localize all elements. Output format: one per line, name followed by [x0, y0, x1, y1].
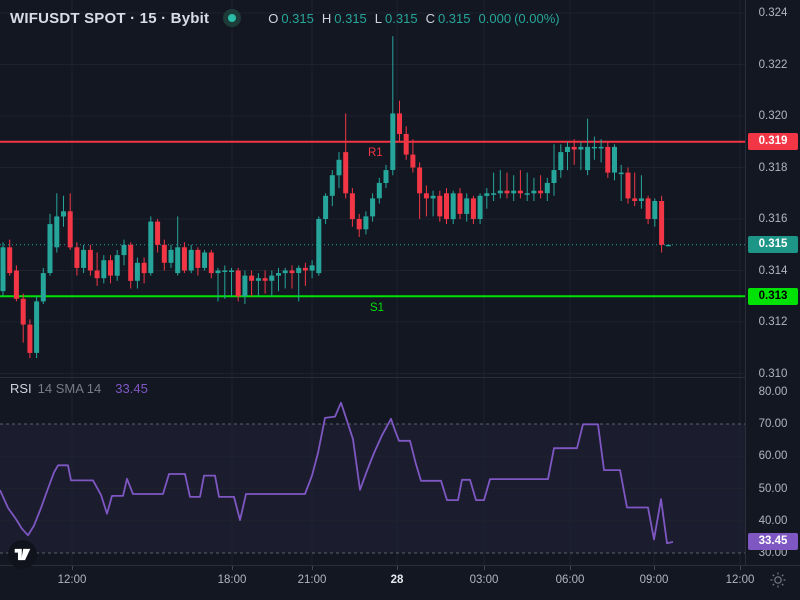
high-label: H [321, 10, 332, 26]
change-percent: (0.00%) [514, 10, 560, 26]
time-tick [654, 566, 655, 570]
time-axis-label: 12:00 [57, 574, 87, 586]
close-label: C [425, 10, 435, 26]
rsi-line [0, 401, 674, 545]
time-axis-label: 12:00 [725, 574, 755, 586]
high-value: 0.315 [334, 10, 367, 26]
s1-label: S1 [370, 302, 384, 314]
price-axis-label: 0.322 [758, 59, 788, 71]
time-tick [312, 566, 313, 570]
time-tick [72, 566, 73, 570]
time-axis-label: 09:00 [639, 574, 669, 586]
time-axis-label: 21:00 [297, 574, 327, 586]
time-axis-label: 28 [390, 574, 404, 586]
candlestick-series [0, 36, 671, 359]
price-axis-label: 0.320 [758, 110, 788, 122]
rsi-chart[interactable] [0, 378, 745, 565]
low-label: L [374, 10, 383, 26]
symbol-title[interactable]: WIFUSDT SPOT · 15 · Bybit [10, 9, 210, 27]
time-tick [570, 566, 571, 570]
time-axis-label: 18:00 [217, 574, 247, 586]
price-axis[interactable]: 0.324 0.322 0.320 0.318 0.316 0.314 0.312 0.310… [745, 0, 800, 565]
rsi-indicator-title[interactable]: RSI [10, 381, 32, 396]
price-axis-label: 0.324 [758, 7, 788, 19]
s1-price-badge: 0.313 [748, 288, 798, 305]
pane-separator[interactable] [0, 377, 745, 378]
rsi-legend: RSI 14 SMA 14 33.45 [10, 381, 148, 396]
time-tick [484, 566, 485, 570]
close-value: 0.315 [437, 10, 471, 26]
price-axis-label: 0.316 [758, 213, 788, 225]
chart-legend: WIFUSDT SPOT · 15 · Bybit O 0.315 H 0.315 … [10, 9, 560, 27]
rsi-axis-label: 70.00 [758, 418, 788, 430]
rsi-axis-label: 60.00 [758, 450, 788, 462]
time-axis-settings-icon[interactable] [770, 572, 786, 588]
tradingview-logo[interactable] [8, 540, 37, 569]
last-price-badge: 0.315 [748, 236, 798, 253]
time-tick [232, 566, 233, 570]
time-axis-label: 06:00 [555, 574, 585, 586]
change-value: 0.000 [478, 10, 512, 26]
time-tick [397, 566, 398, 570]
rsi-value-badge: 33.45 [748, 533, 798, 550]
rsi-indicator-params: 14 SMA 14 [37, 381, 102, 396]
rsi-indicator-value: 33.45 [115, 381, 148, 396]
rsi-axis-label: 30.00 [758, 547, 788, 559]
price-axis-label: 0.318 [758, 162, 788, 174]
r1-price-badge: 0.319 [748, 133, 798, 150]
time-axis-label: 03:00 [469, 574, 499, 586]
rsi-axis-label: 40.00 [758, 515, 788, 527]
rsi-axis-label: 50.00 [758, 483, 788, 495]
r1-label: R1 [368, 147, 383, 159]
open-label: O [268, 10, 279, 26]
ohlc-values: O 0.315 H 0.315 L 0.315 C 0.315 0.000 (0.00%… [263, 11, 559, 26]
price-axis-label: 0.310 [758, 368, 788, 380]
open-value: 0.315 [281, 10, 314, 26]
price-chart[interactable]: R1 S1 [0, 0, 745, 378]
price-axis-label: 0.314 [758, 265, 788, 277]
rsi-axis-label: 80.00 [758, 386, 788, 398]
time-axis[interactable]: 12:00 18:00 21:00 28 03:00 06:00 09:00 12:00 [0, 565, 800, 600]
tv-logo-icon [14, 548, 31, 561]
low-value: 0.315 [385, 10, 418, 26]
price-axis-label: 0.312 [758, 316, 788, 328]
market-status-icon[interactable] [223, 9, 242, 27]
time-tick [740, 566, 741, 570]
